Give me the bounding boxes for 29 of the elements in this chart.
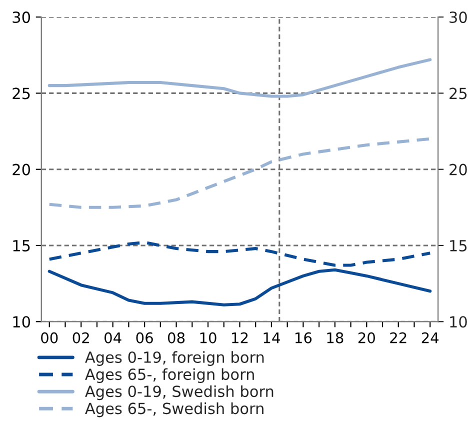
legend-label: Ages 0-19, Swedish born xyxy=(85,385,274,400)
y-tick-label: 10 xyxy=(13,316,30,328)
x-tick-label: 22 xyxy=(390,332,406,344)
x-tick-label: 06 xyxy=(136,332,153,344)
x-tick-label: 20 xyxy=(358,332,375,344)
x-tick-label: 04 xyxy=(104,332,122,344)
legend-label: Ages 65-, foreign born xyxy=(85,368,254,384)
x-tick-label: 16 xyxy=(296,332,312,344)
y2-tick-label: 20 xyxy=(450,164,467,176)
x-tick-label: 24 xyxy=(422,332,439,344)
y-tick-label: 15 xyxy=(13,240,30,252)
y2-tick-label: 15 xyxy=(450,240,467,252)
x-tick-label: 10 xyxy=(200,332,216,344)
x-tick-label: 18 xyxy=(327,332,344,344)
y-tick-label: 25 xyxy=(12,88,30,100)
line-series xyxy=(48,137,432,209)
y2-tick-label: 30 xyxy=(450,12,467,24)
line-series xyxy=(48,58,432,98)
y-tick-label: 30 xyxy=(12,12,30,24)
y2-tick-label: 25 xyxy=(450,88,467,100)
x-tick-label: 14 xyxy=(264,332,280,344)
y-tick-label: 20 xyxy=(12,164,30,176)
x-tick-label: 08 xyxy=(168,332,185,344)
x-tick-label: 02 xyxy=(72,332,89,344)
x-tick-label: 12 xyxy=(232,332,248,344)
legend-label: Ages 65-, Swedish born xyxy=(85,402,264,418)
legend-label: Ages 0-19, foreign born xyxy=(85,351,264,366)
y2-tick-label: 10 xyxy=(450,316,467,328)
x-tick-label: 00 xyxy=(41,332,58,344)
